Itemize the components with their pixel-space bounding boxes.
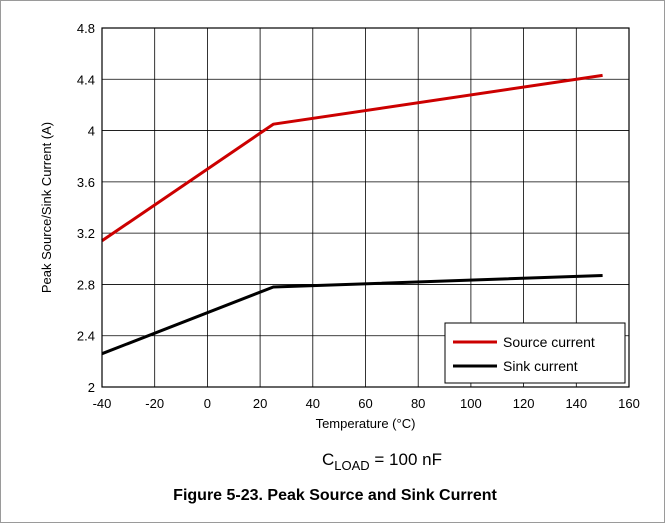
- x-tick-label: 160: [618, 396, 640, 411]
- x-tick-label: 40: [306, 396, 320, 411]
- load-annotation-subscript: LOAD: [334, 458, 369, 473]
- y-tick-label: 3.6: [77, 175, 95, 190]
- series-line-sink-current: [101, 274, 603, 356]
- plot-frame: [101, 27, 630, 388]
- x-tick-label: 0: [204, 396, 211, 411]
- x-tick-label: 60: [358, 396, 372, 411]
- legend: Source current Sink current: [444, 322, 626, 384]
- y-tick-label: 2: [88, 380, 95, 395]
- x-tick-label: 80: [411, 396, 425, 411]
- x-tick-label: 120: [513, 396, 535, 411]
- y-tick-label: 4.8: [77, 21, 95, 36]
- x-tick-label: -20: [145, 396, 164, 411]
- x-tick-label: -40: [93, 396, 112, 411]
- legend-label-sink-current: Sink current: [503, 358, 578, 374]
- load-annotation-value: = 100 nF: [370, 450, 442, 469]
- y-tick-labels: 2 2.4 2.8 3.2 3.6 4 4.4 4.8: [77, 21, 95, 395]
- x-tick-label: 20: [253, 396, 267, 411]
- x-tick-label: 100: [460, 396, 482, 411]
- y-tick-label: 4.4: [77, 72, 95, 87]
- series-group: [101, 73, 603, 356]
- load-annotation-main: C: [322, 450, 334, 469]
- x-tick-label: 140: [565, 396, 587, 411]
- y-axis-label: Peak Source/Sink Current (A): [39, 122, 54, 293]
- load-annotation: CLOAD = 100 nF: [322, 450, 442, 473]
- legend-box: [444, 322, 626, 384]
- series-line-source-current: [101, 73, 603, 243]
- y-tick-label: 3.2: [77, 226, 95, 241]
- legend-label-source-current: Source current: [503, 334, 595, 350]
- x-tick-labels: -40 -20 0 20 40 60 80 100 120 140 160: [93, 396, 640, 411]
- y-tick-label: 2.8: [77, 277, 95, 292]
- x-axis-label: Temperature (°C): [316, 416, 416, 431]
- y-tick-label: 2.4: [77, 329, 95, 344]
- figure-caption: Figure 5-23. Peak Source and Sink Curren…: [173, 487, 497, 504]
- y-tick-label: 4: [88, 124, 95, 139]
